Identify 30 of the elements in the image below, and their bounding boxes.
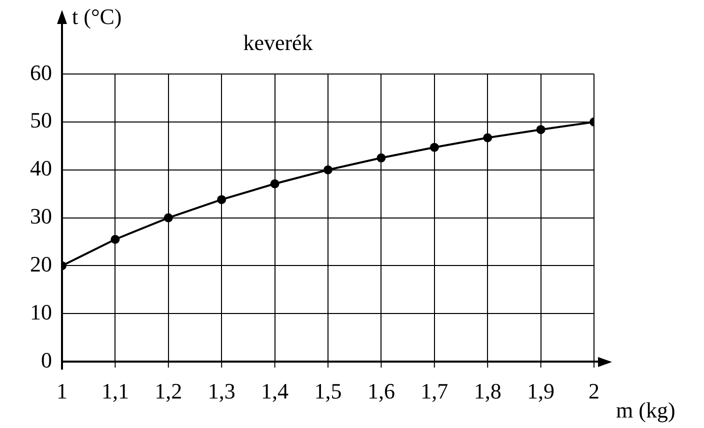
y-tick-label: 30 xyxy=(30,204,52,229)
y-tick-label: 60 xyxy=(30,60,52,85)
point xyxy=(430,142,439,152)
x-tick-label: 1,9 xyxy=(527,378,555,404)
x-tick-label: 1,7 xyxy=(420,378,448,404)
x-tick-label: 1,8 xyxy=(474,378,502,404)
x-tick-label: 1,5 xyxy=(314,378,342,404)
x-tick-label: 1 xyxy=(56,378,68,404)
point xyxy=(164,213,173,222)
point xyxy=(110,234,120,244)
x-tick-label: 1,2 xyxy=(154,378,182,404)
x-tick-label: 2 xyxy=(588,378,600,404)
point xyxy=(376,153,386,162)
point xyxy=(217,195,226,204)
x-tick-label: 1,1 xyxy=(101,378,129,404)
y-tick-label: 10 xyxy=(30,299,52,324)
point xyxy=(324,165,332,174)
point xyxy=(270,179,280,188)
point xyxy=(536,125,546,134)
x-tick-label: 1,6 xyxy=(367,378,395,404)
y-tick-label: 0 xyxy=(41,347,52,372)
chart-title: keverék xyxy=(243,30,313,55)
y-tick-label: 50 xyxy=(30,108,52,133)
y-axis-title: t (°C) xyxy=(72,4,122,29)
x-axis-title: m (kg) xyxy=(616,397,676,422)
x-tick-label: 1,3 xyxy=(208,378,236,404)
y-tick-label: 40 xyxy=(30,156,52,181)
y-tick-label: 20 xyxy=(30,252,52,277)
point xyxy=(483,133,492,142)
x-tick-label: 1,4 xyxy=(261,378,289,404)
